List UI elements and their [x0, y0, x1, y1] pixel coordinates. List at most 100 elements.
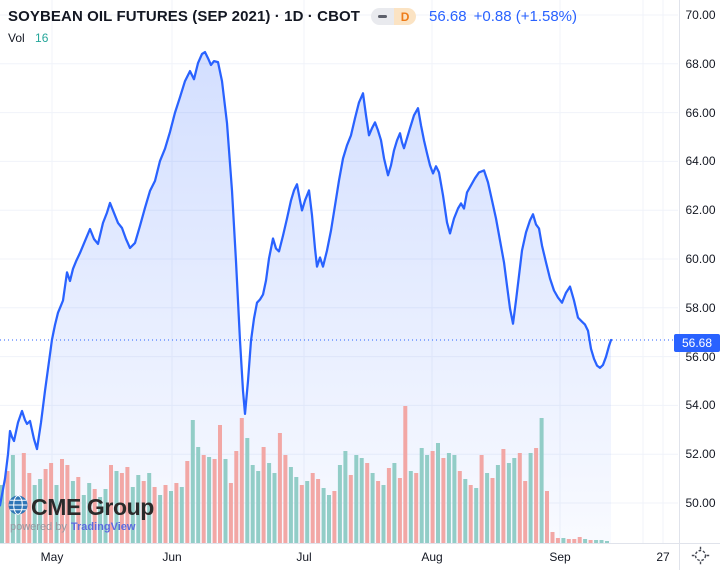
dash-icon: [371, 8, 395, 25]
interval-badge[interactable]: D: [371, 8, 417, 25]
volume-bar: [212, 459, 217, 543]
last-price: 56.68: [429, 8, 467, 25]
volume-bar: [60, 459, 64, 543]
time-axis[interactable]: May Jun Jul Aug Sep 27: [0, 543, 679, 570]
time-tick-label: Jul: [296, 550, 312, 564]
volume-bar: [283, 455, 288, 543]
volume-bar: [152, 487, 157, 543]
volume-bar: [441, 458, 446, 543]
volume-bar: [239, 418, 244, 543]
volume-bar: [54, 485, 59, 543]
volume-bar: [43, 469, 48, 543]
volume-bar: [70, 481, 75, 543]
price-tick-label: 52.00: [685, 447, 716, 462]
volume-bar: [534, 448, 539, 543]
volume-bar: [419, 448, 424, 543]
cme-watermark: CME Group powered by TradingView: [8, 495, 154, 533]
volume-bar: [119, 473, 124, 543]
chart-pane[interactable]: [0, 0, 679, 543]
volume-bar: [190, 420, 195, 543]
volume-bar: [267, 463, 272, 543]
volume-bar: [463, 479, 468, 543]
volume-bar: [572, 539, 577, 543]
volume-bar: [81, 495, 86, 543]
time-tick-label: 27: [656, 550, 670, 564]
volume-bar: [321, 488, 326, 543]
vol-value: 16: [35, 31, 49, 45]
volume-bar: [561, 538, 566, 543]
area-fill: [0, 52, 611, 543]
volume-bar: [32, 485, 37, 543]
volume-bar: [436, 443, 440, 543]
volume-bar: [299, 485, 304, 543]
volume-bar: [523, 481, 528, 543]
volume-bar: [457, 471, 462, 543]
volume-bar: [577, 537, 582, 543]
volume-bar: [403, 406, 408, 543]
volume-bar: [16, 501, 21, 543]
cme-logo-text: CME Group: [31, 493, 154, 520]
volume-bar: [228, 483, 233, 543]
volume-bar: [316, 479, 321, 543]
volume-bar: [354, 455, 359, 543]
volume-bar: [376, 481, 381, 543]
price-change: +0.88 (+1.58%): [473, 8, 577, 25]
price-tick-label: 56.00: [685, 349, 716, 364]
volume-bar: [468, 485, 473, 543]
price-chart[interactable]: [0, 0, 679, 543]
volume-bar: [103, 489, 108, 543]
price-tick-label: 54.00: [685, 398, 716, 413]
volume-bar: [245, 438, 250, 543]
volume-bar: [136, 475, 141, 543]
last-price-badge: 56.68: [674, 334, 720, 352]
volume-bar: [599, 540, 604, 543]
volume-bar: [545, 491, 549, 543]
volume-legend: Vol 16: [8, 31, 48, 45]
volume-bar: [528, 453, 533, 543]
tradingview-link[interactable]: TradingView: [70, 521, 136, 533]
volume-bar: [288, 467, 293, 543]
volume-bar: [452, 455, 457, 543]
volume-bar: [49, 463, 54, 543]
price-axis[interactable]: 56.68 70.00 68.00 66.00 64.00 62.00 60.00 58.0…: [674, 0, 720, 543]
volume-bar: [272, 473, 277, 543]
volume-bar: [386, 468, 391, 543]
time-tick-label: Sep: [549, 550, 571, 564]
volume-bar: [207, 457, 212, 543]
volume-bar: [332, 491, 337, 543]
volume-bar: [163, 485, 168, 543]
price-line: [0, 50, 613, 507]
crosshair-icon: [691, 546, 710, 570]
volume-bar: [65, 465, 70, 543]
volume-bar: [294, 477, 299, 543]
volume-bar: [125, 467, 130, 543]
volume-bar: [490, 478, 495, 543]
volume-bar: [130, 487, 135, 543]
volume-bar: [5, 471, 10, 543]
volume-bar: [501, 449, 506, 543]
volume-bar: [430, 451, 435, 543]
volume-bar: [141, 481, 146, 543]
volume-bar: [555, 538, 560, 543]
volume-bar: [479, 455, 484, 543]
volume-bar: [605, 541, 609, 543]
volume-bar: [201, 455, 206, 543]
vol-label: Vol: [8, 31, 25, 45]
volume-bar: [98, 497, 103, 543]
volume-bar: [327, 495, 331, 543]
powered-by-label: powered by: [10, 521, 67, 533]
volume-bar: [446, 453, 451, 543]
volume-bar: [370, 473, 375, 543]
volume-bar: [392, 463, 397, 543]
volume-bar: [27, 473, 32, 543]
volume-bar: [566, 539, 571, 543]
volume-bar: [87, 483, 92, 543]
volume-bar: [474, 488, 479, 543]
volume-bar: [158, 495, 163, 543]
crosshair-settings-button[interactable]: [679, 543, 720, 570]
volume-bar: [594, 540, 599, 543]
volume-bar: [517, 453, 522, 543]
volume-bar: [185, 461, 190, 543]
volume-bar: [343, 451, 348, 543]
volume-bar: [174, 483, 179, 543]
